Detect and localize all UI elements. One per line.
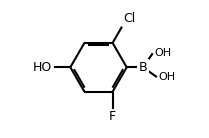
Text: Cl: Cl [123,12,135,25]
Text: OH: OH [159,72,176,82]
Text: F: F [109,111,116,124]
Text: HO: HO [33,61,52,74]
Text: B: B [139,61,147,74]
Text: OH: OH [154,48,172,58]
